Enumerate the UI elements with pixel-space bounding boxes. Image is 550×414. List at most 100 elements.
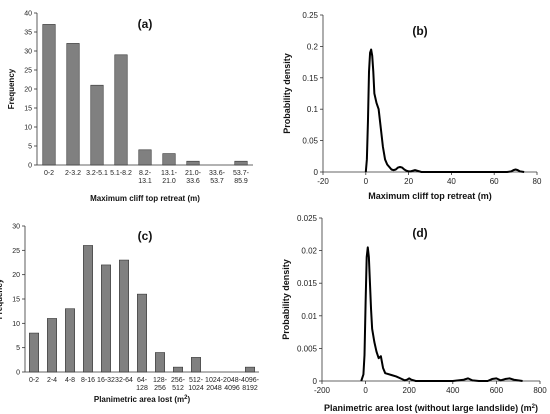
x-tick-label: 512-1024 (188, 377, 204, 392)
panel-label: (b) (412, 24, 427, 38)
x-tick-label: 2048-4096 (223, 377, 242, 392)
y-tick-label: 0.1 (307, 105, 319, 114)
bar-4096-8192 (245, 366, 255, 373)
x-tick-label: 64-128 (136, 377, 148, 392)
bar-5.1-8.2 (114, 54, 128, 166)
y-tick-label: 25 (24, 68, 32, 75)
y-tick-label: 0.02 (301, 247, 317, 256)
x-tick-label: 2-3.2 (65, 170, 81, 177)
y-axis-label: Frequency (0, 278, 4, 319)
y-tick-label: 20 (12, 272, 20, 279)
bar-16-32 (101, 264, 111, 373)
panel-a: 0 5 10 15 20 25 30 35 40 0-2 2-3.2 3.2-5.1 5.1-8.2 8.… (7, 11, 253, 203)
bar-64-128 (137, 293, 147, 373)
x-tick-label: 16-32 (97, 377, 115, 384)
x-tick-label: 200 (403, 386, 417, 395)
panel-label: (d) (412, 226, 427, 240)
y-tick-label: 5 (28, 144, 32, 151)
x-tick-label: 21.0-33.6 (185, 170, 202, 185)
x-tick-label: 0-2 (44, 170, 54, 177)
x-tick-label: 0 (364, 177, 369, 186)
y-tick-label: 0 (16, 370, 20, 377)
density-curve-0 (364, 48, 525, 173)
y-tick-label: 0.005 (297, 344, 318, 353)
x-axis-label: Maximum cliff top retreat (m) (90, 194, 200, 203)
x-tick-label: 8-16 (81, 377, 95, 384)
x-tick-label: 128-256 (153, 377, 168, 392)
x-tick-label: 3.2-5.1 (86, 170, 108, 177)
bar-3.2-5.1 (90, 84, 104, 166)
y-tick-label: 0.15 (302, 74, 318, 83)
x-tick-label: 0-2 (29, 377, 39, 384)
y-tick-label: 30 (24, 49, 32, 56)
x-tick-label: 1024-2048 (205, 377, 224, 392)
y-axis-label: Frequency (7, 68, 16, 109)
x-tick-label: -200 (314, 386, 331, 395)
x-tick-label: 2-4 (47, 377, 57, 384)
y-tick-label: 0 (313, 377, 318, 386)
bar-32-64 (119, 259, 129, 373)
x-tick-label: -20 (317, 177, 329, 186)
bar-8-16 (83, 245, 93, 373)
x-tick-label: 4096-8192 (241, 377, 260, 392)
x-tick-label: 600 (490, 386, 504, 395)
y-tick-label: 20 (24, 87, 32, 94)
y-axis-label: Probability density (282, 53, 292, 134)
panel-label: (c) (138, 229, 153, 243)
bar-0-2 (42, 24, 56, 166)
x-tick-label: 400 (446, 386, 460, 395)
bar-13.1-21.0 (162, 153, 176, 166)
bar-21.0-33.6 (186, 160, 200, 166)
y-tick-label: 10 (12, 321, 20, 328)
y-tick-label: 15 (24, 106, 32, 113)
x-axis-label: Maximum cliff top retreat (m) (368, 191, 492, 201)
x-tick-label: 256-512 (171, 377, 186, 392)
bar-2-3.2 (66, 43, 80, 166)
x-axis-label: Planimetric area lost (m2) (94, 395, 191, 404)
density-curve-0 (360, 246, 523, 382)
panel-c: 0 5 10 15 20 25 30 0-2 2-4 4-8 8-16 16-32 32-64 64-12… (0, 224, 260, 405)
x-tick-label: 32-64 (115, 377, 133, 384)
bar-512-1024 (191, 357, 201, 373)
y-tick-label: 0.015 (297, 279, 318, 288)
y-tick-label: 0.25 (302, 11, 318, 20)
bar-4-8 (65, 308, 75, 373)
bar-2-4 (47, 318, 57, 373)
y-tick-label: 5 (16, 345, 20, 352)
x-tick-label: 60 (490, 177, 499, 186)
y-tick-label: 10 (24, 125, 32, 132)
y-tick-label: 30 (12, 224, 20, 231)
x-tick-label: 53.7-85.9 (233, 170, 250, 185)
y-tick-label: 0.05 (302, 137, 318, 146)
x-tick-label: 80 (533, 177, 542, 186)
y-tick-label: 0.025 (297, 214, 318, 223)
panel-b: 00.050.10.150.20.25-20 0 20 40 60 80Probabili… (282, 11, 542, 201)
bar-0-2 (29, 332, 39, 373)
bar-53.7-85.9 (234, 160, 248, 166)
x-axis-label: Planimetric area lost (without large lan… (324, 403, 538, 413)
x-tick-label: 33.6-53.7 (209, 170, 226, 185)
y-tick-label: 0.01 (301, 312, 317, 321)
y-tick-label: 0.2 (307, 42, 319, 51)
x-tick-label: 4-8 (65, 377, 75, 384)
bar-128-256 (155, 352, 165, 373)
y-tick-label: 40 (24, 11, 32, 18)
x-tick-label: 40 (447, 177, 456, 186)
y-tick-label: 15 (12, 297, 20, 304)
y-tick-label: 35 (24, 30, 32, 37)
x-tick-label: 5.1-8.2 (110, 170, 132, 177)
x-tick-label: 0 (363, 386, 368, 395)
y-tick-label: 0 (314, 168, 319, 177)
bar-8.2-13.1 (138, 149, 152, 166)
panel-label: (a) (138, 17, 153, 31)
y-tick-label: 25 (12, 248, 20, 255)
x-tick-label: 800 (533, 386, 547, 395)
x-tick-label: 8.2-13.1 (138, 170, 152, 185)
x-tick-label: 20 (404, 177, 413, 186)
y-axis-label: Probability density (281, 259, 291, 340)
x-tick-label: 13.1-21.0 (161, 170, 178, 185)
y-tick-label: 0 (28, 163, 32, 170)
bar-256-512 (173, 366, 183, 373)
